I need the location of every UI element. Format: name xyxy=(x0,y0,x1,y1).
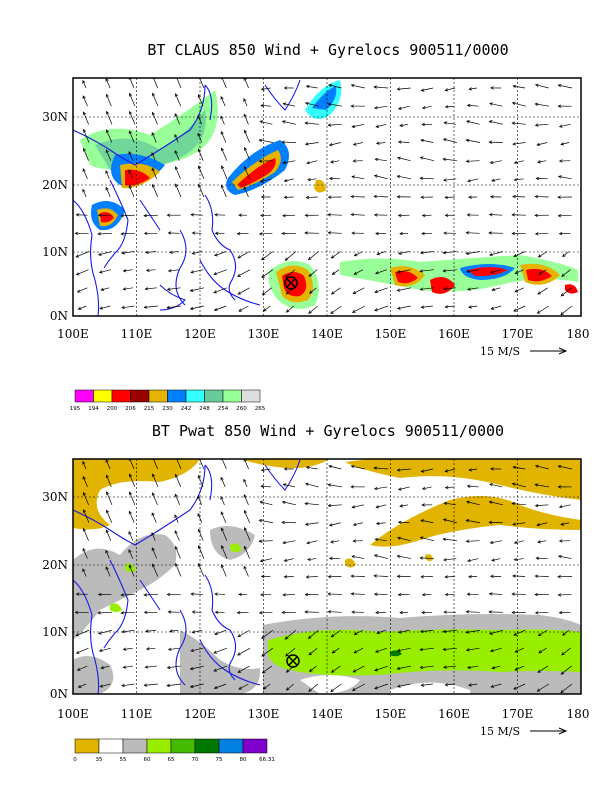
colorbar-swatch xyxy=(170,738,196,754)
colorbar-swatch xyxy=(204,389,224,403)
panel2-gridlines xyxy=(73,459,581,694)
colorbar-swatch xyxy=(222,389,242,403)
colorbar-label: 60 xyxy=(144,757,151,763)
colorbar-swatch xyxy=(185,389,205,403)
colorbar-label: 66.31 xyxy=(259,757,275,763)
colorbar-swatch xyxy=(74,389,94,403)
colorbar-swatch xyxy=(218,738,244,754)
panel2-xtick-120e: 120E xyxy=(184,707,216,721)
colorbar-label: 75 xyxy=(216,757,223,763)
panel1-gyre-marker xyxy=(284,276,298,290)
colorbar-swatch xyxy=(194,738,220,754)
colorbar-label: 248 xyxy=(199,406,210,412)
panel1-xtick-120e: 120E xyxy=(184,327,216,341)
colorbar-swatch xyxy=(122,738,148,754)
colorbar-label: 80 xyxy=(240,757,247,763)
panel2-coastlines xyxy=(73,459,301,694)
panel1-xtick-180: 180 xyxy=(567,327,590,341)
colorbar-label: 65 xyxy=(168,757,175,763)
panel1-gridlines xyxy=(73,78,581,316)
panel2-pwat-shading xyxy=(73,459,581,694)
panel1-xtick-100e: 100E xyxy=(57,327,89,341)
panel1-ytick-0n: 0N xyxy=(50,309,68,323)
colorbar-label: 194 xyxy=(88,406,99,412)
panel2-xtick-150e: 150E xyxy=(375,707,407,721)
colorbar-label: 55 xyxy=(120,757,127,763)
panel1-x-ticks: 100E 110E 120E 130E 140E 150E 160E 170E … xyxy=(57,327,589,341)
panel2-frame xyxy=(72,458,582,695)
colorbar-label: 0 xyxy=(73,757,77,763)
panel2-x-ticks: 100E 110E 120E 130E 140E 150E 160E 170E … xyxy=(57,707,589,721)
panel2-xtick-140e: 140E xyxy=(311,707,343,721)
panel1-wind-vectors xyxy=(74,78,573,316)
colorbar-swatch xyxy=(111,389,131,403)
panel2-xtick-130e: 130E xyxy=(248,707,280,721)
colorbar-swatch xyxy=(130,389,150,403)
panel2-title: BT Pwat 850 Wind + Gyrelocs 900511/0000 xyxy=(152,422,504,440)
panel2-ytick-0n: 0N xyxy=(50,687,68,701)
colorbar-swatch xyxy=(74,738,100,754)
colorbar-label: 265 xyxy=(255,406,266,412)
panel1-ytick-20n: 20N xyxy=(42,178,68,192)
colorbar-label: 215 xyxy=(144,406,155,412)
colorbar-swatch xyxy=(167,389,187,403)
colorbar-swatch xyxy=(98,738,124,754)
panel1-frame xyxy=(72,77,582,317)
panel1-xtick-140e: 140E xyxy=(311,327,343,341)
panel1-y-ticks: 30N 20N 10N 0N xyxy=(42,110,68,323)
panel2-ytick-20n: 20N xyxy=(42,558,68,572)
colorbar-label: 206 xyxy=(125,406,136,412)
panel1-xtick-160e: 160E xyxy=(438,327,470,341)
panel1-title: BT CLAUS 850 Wind + Gyrelocs 900511/0000 xyxy=(147,41,508,59)
panel2-scale-label: 15 M/S xyxy=(480,725,520,738)
panel1-xtick-130e: 130E xyxy=(248,327,280,341)
panel2-wind-vectors xyxy=(74,459,573,694)
panel1-coastlines xyxy=(73,79,301,316)
panel2-xtick-180: 180 xyxy=(567,707,590,721)
panel2-xtick-100e: 100E xyxy=(57,707,89,721)
panel1-colorbar: 195 194 200 206 215 230 242 248 254 260 265 xyxy=(70,389,266,412)
colorbar-label: 260 xyxy=(236,406,247,412)
panel1-xtick-150e: 150E xyxy=(375,327,407,341)
colorbar-swatch xyxy=(242,738,268,754)
panel1-scale-label: 15 M/S xyxy=(480,345,520,358)
panel2-xtick-170e: 170E xyxy=(502,707,534,721)
colorbar-swatch xyxy=(93,389,113,403)
panel1-xtick-110e: 110E xyxy=(121,327,153,341)
panel2-xtick-160e: 160E xyxy=(438,707,470,721)
panel2-vector-scale: 15 M/S xyxy=(480,725,568,738)
panel2-gyre-marker xyxy=(286,654,300,668)
panel2-map xyxy=(72,458,582,695)
panel2-xtick-110e: 110E xyxy=(121,707,153,721)
panel2-y-ticks: 30N 20N 10N 0N xyxy=(42,490,68,701)
colorbar-swatch xyxy=(146,738,172,754)
panel1-ytick-30n: 30N xyxy=(42,110,68,124)
colorbar-label: 242 xyxy=(181,406,192,412)
colorbar-swatch xyxy=(148,389,168,403)
colorbar-label: 35 xyxy=(96,757,103,763)
colorbar-label: 254 xyxy=(218,406,229,412)
colorbar-label: 195 xyxy=(70,406,81,412)
colorbar-swatch xyxy=(241,389,261,403)
panel1-cloud-shading xyxy=(80,80,578,309)
panel2-ytick-10n: 10N xyxy=(42,625,68,639)
panel2-colorbar: 0 35 55 60 65 70 75 80 66.31 xyxy=(73,738,275,763)
panel1-map xyxy=(72,77,582,317)
panel1-xtick-170e: 170E xyxy=(502,327,534,341)
colorbar-label: 70 xyxy=(192,757,199,763)
panel2-ytick-30n: 30N xyxy=(42,490,68,504)
colorbar-label: 200 xyxy=(107,406,118,412)
colorbar-label: 230 xyxy=(162,406,173,412)
panel1-vector-scale: 15 M/S xyxy=(480,345,568,358)
panel1-ytick-10n: 10N xyxy=(42,245,68,259)
